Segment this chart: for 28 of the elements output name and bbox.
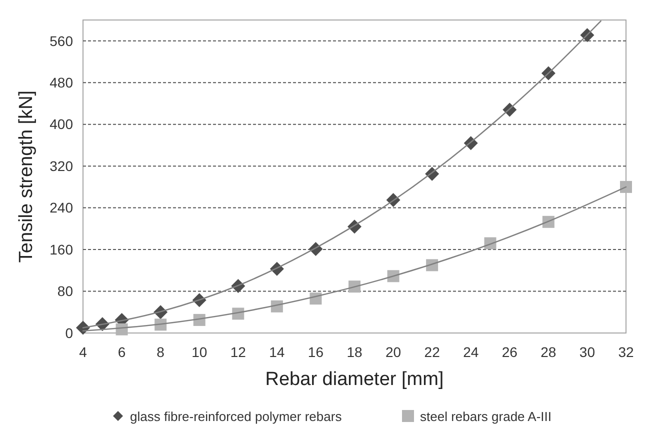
y-tick-label: 160 — [50, 241, 74, 258]
x-tick-label: 26 — [502, 344, 518, 360]
x-tick-label: 30 — [579, 344, 596, 360]
y-axis-title: Tensile strength [kN] — [16, 90, 37, 263]
legend-label: steel rebars grade A-III — [420, 409, 552, 424]
y-tick-label: 0 — [65, 324, 74, 341]
point — [620, 180, 632, 193]
x-tick-label: 16 — [308, 344, 324, 360]
y-tick-label: 320 — [50, 158, 74, 174]
x-tick-label: 6 — [118, 344, 126, 360]
x-tick-label: 10 — [192, 344, 208, 360]
y-tick-label: 480 — [50, 74, 74, 90]
x-tick-label: 32 — [618, 344, 634, 360]
x-tick-label: 22 — [424, 344, 440, 360]
y-tick-label: 240 — [50, 200, 74, 216]
x-tick-label: 20 — [385, 344, 402, 360]
x-tick-label: 28 — [540, 344, 556, 360]
x-tick-label: 18 — [346, 344, 362, 360]
y-tick-label: 80 — [57, 283, 74, 300]
y-tick-label: 560 — [50, 32, 74, 49]
x-tick-label: 8 — [156, 344, 165, 360]
x-tick-label: 4 — [79, 344, 88, 360]
x-tick-label: 14 — [269, 344, 285, 360]
x-axis-title: Rebar diameter [mm] — [265, 369, 444, 390]
x-tick-label: 12 — [230, 344, 246, 360]
y-tick-label: 400 — [50, 116, 74, 132]
x-tick-label: 24 — [463, 344, 479, 360]
legend-label: glass fibre-reinforced polymer rebars — [130, 409, 342, 424]
